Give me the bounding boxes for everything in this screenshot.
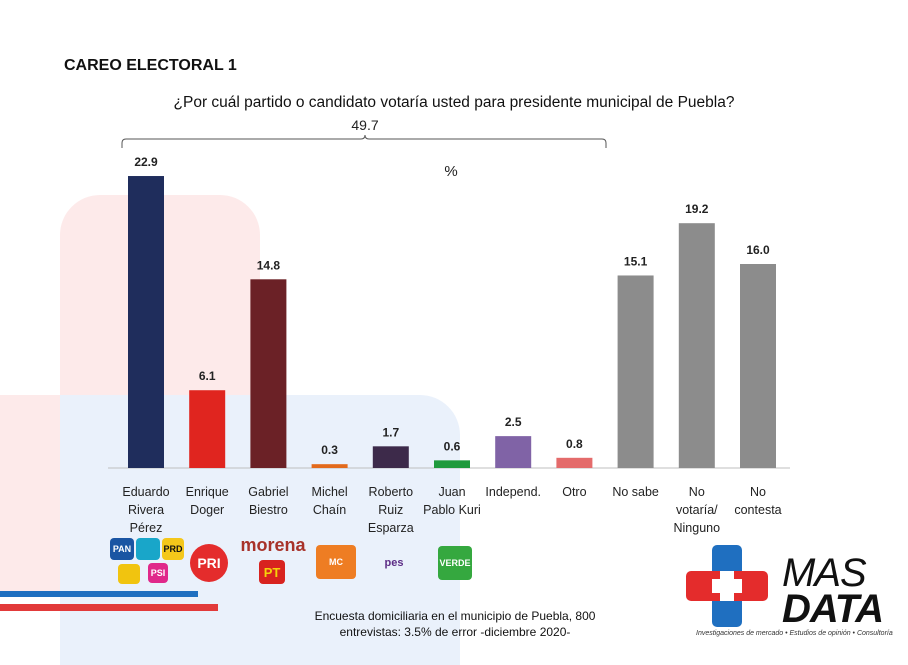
bar [740, 264, 776, 468]
category-label: Juan [438, 485, 465, 499]
bar [556, 457, 593, 468]
bracket-total-label: 49.7 [351, 117, 378, 133]
decorative-stripe-blue [0, 591, 198, 597]
slide-heading: CAREO ELECTORAL 1 [64, 57, 237, 74]
bar [311, 464, 348, 468]
bar [678, 223, 715, 468]
category-label: Eduardo [122, 485, 169, 499]
footer-note: Encuesta domiciliaria en el municipio de… [290, 608, 620, 640]
footer-note-line-1: Encuesta domiciliaria en el municipio de… [314, 609, 596, 623]
data-label: 22.9 [134, 155, 158, 169]
puebla-logo [118, 564, 140, 584]
category-label: Independ. [485, 485, 541, 499]
data-label: 0.6 [444, 439, 461, 453]
category-label: Pablo Kuri [423, 503, 481, 517]
data-label: 14.8 [257, 258, 281, 272]
category-label: Otro [562, 485, 586, 499]
category-label: Rivera [128, 503, 164, 517]
data-label: 0.3 [321, 443, 338, 457]
data-label: 6.1 [199, 369, 216, 383]
pan-logo: PAN [110, 538, 134, 560]
category-label: Enrique [186, 485, 229, 499]
bracket [121, 134, 607, 148]
data-label: 15.1 [624, 254, 648, 268]
category-label: contesta [734, 503, 781, 517]
mc-logo: MC [316, 545, 356, 579]
brand-logo: MAS DATA Investigaciones de mercado • Es… [686, 545, 893, 645]
brand-name-top: MAS [782, 551, 867, 595]
bar [495, 436, 532, 468]
category-label: Ninguno [674, 521, 721, 535]
brand-tagline: Investigaciones de mercado • Estudios de… [696, 630, 893, 637]
unit-label: % [444, 163, 457, 180]
bar [434, 460, 470, 468]
brand-cross-icon [686, 545, 768, 627]
brand-name-bottom: DATA [782, 587, 884, 631]
data-label: 2.5 [505, 415, 522, 429]
category-label: votaría/ [676, 503, 718, 517]
data-label: 16.0 [746, 243, 770, 257]
decorative-stripe-red [0, 604, 218, 611]
alliance-logo [136, 538, 160, 560]
psi-logo: PSI [148, 563, 168, 583]
category-label: No sabe [612, 485, 659, 499]
chart-title: ¿Por cuál partido o candidato votaría us… [173, 94, 735, 111]
category-label: No [689, 485, 705, 499]
pt-logo: PT [259, 560, 285, 584]
category-label: Doger [190, 503, 224, 517]
category-label: No [750, 485, 766, 499]
category-label: Roberto [369, 485, 414, 499]
bar [128, 176, 164, 468]
category-label: Ruiz [378, 503, 403, 517]
data-label: 19.2 [685, 202, 709, 216]
category-label: Chaín [313, 503, 346, 517]
category-label: Biestro [249, 503, 288, 517]
category-label: Michel [312, 485, 348, 499]
bar [372, 446, 409, 468]
category-label: Gabriel [248, 485, 288, 499]
footer-note-line-2: entrevistas: 3.5% de error -diciembre 20… [339, 625, 571, 639]
morena-logo: morena [240, 534, 306, 555]
bar [189, 390, 226, 468]
bar [250, 279, 287, 468]
verde-logo: VERDE [438, 546, 472, 580]
prd-logo: PRD [162, 538, 184, 560]
category-label: Esparza [368, 521, 414, 535]
category-label: Pérez [130, 521, 163, 535]
background-panel-left [0, 395, 60, 595]
data-label: 0.8 [566, 437, 583, 451]
bar [617, 275, 654, 468]
pes-logo: pes [384, 557, 404, 569]
data-label: 1.7 [382, 425, 399, 439]
pri-logo: PRI [190, 544, 228, 582]
